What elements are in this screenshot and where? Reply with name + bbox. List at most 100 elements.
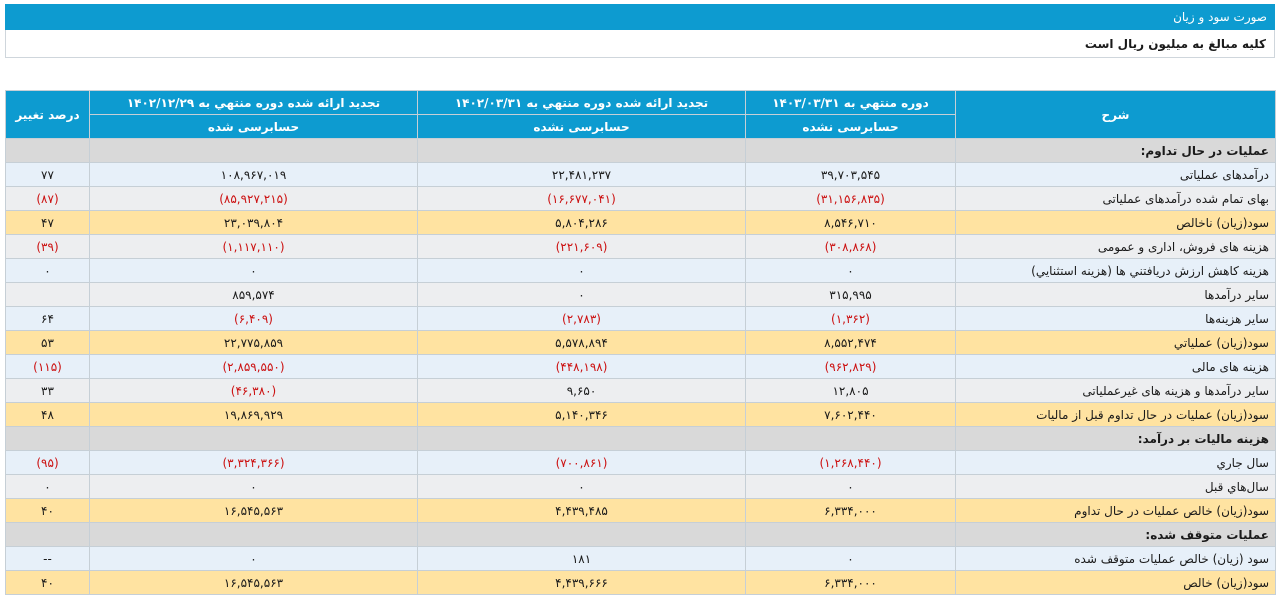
- cell-col3: ۱۰۸,۹۶۷,۰۱۹: [89, 162, 418, 187]
- cell-col2: ۹,۶۵۰: [417, 378, 746, 403]
- header-description: شرح: [955, 90, 1276, 139]
- row-label: عملیات در حال تداوم:: [955, 138, 1276, 163]
- table-row: سود(زيان) ناخالص ۸,۵۴۶,۷۱۰ ۵,۸۰۴,۲۸۶ ۲۳,۰۳۹…: [5, 210, 1276, 235]
- cell-col3: (۸۵,۹۲۷,۲۱۵): [89, 186, 418, 211]
- cell-col2: [417, 138, 746, 163]
- table-row: سال‌هاي قبل ۰ ۰ ۰ ۰: [5, 474, 1276, 499]
- unit-note-text: کلیه مبالغ به میلیون ریال است: [1084, 37, 1266, 51]
- cell-col1: ۶,۳۳۴,۰۰۰: [745, 498, 956, 523]
- cell-change: ۰: [5, 258, 90, 283]
- cell-col1: ۸,۵۵۲,۴۷۴: [745, 330, 956, 355]
- cell-col3: (۱,۱۱۷,۱۱۰): [89, 234, 418, 259]
- table-row: درآمدهای عملیاتی ۳۹,۷۰۳,۵۴۵ ۲۲,۴۸۱,۲۳۷ ۱۰۸,…: [5, 162, 1276, 187]
- cell-col2: ۰: [417, 282, 746, 307]
- cell-col1: ۳۱۵,۹۹۵: [745, 282, 956, 307]
- cell-col1: (۹۶۲,۸۲۹): [745, 354, 956, 379]
- cell-change: ۵۳: [5, 330, 90, 355]
- header-col2-audit: حسابرسی نشده: [417, 114, 746, 139]
- cell-col1: (۱,۳۶۲): [745, 306, 956, 331]
- row-label: عمليات متوقف شده:: [955, 522, 1276, 547]
- cell-col2: ۰: [417, 474, 746, 499]
- cell-change: [5, 522, 90, 547]
- cell-col2: (۴۴۸,۱۹۸): [417, 354, 746, 379]
- row-label: سایر هزینه‌ها: [955, 306, 1276, 331]
- cell-col1: ۷,۶۰۲,۴۴۰: [745, 402, 956, 427]
- cell-change: (۱۱۵): [5, 354, 90, 379]
- cell-change: ۷۷: [5, 162, 90, 187]
- row-label: هزينه های مالی: [955, 354, 1276, 379]
- header-col3-audit: حسابرسی شده: [89, 114, 418, 139]
- cell-col3: ۲۳,۰۳۹,۸۰۴: [89, 210, 418, 235]
- row-label: هزينه ماليات بر درآمد:: [955, 426, 1276, 451]
- cell-change: --: [5, 546, 90, 571]
- cell-col2: ۲۲,۴۸۱,۲۳۷: [417, 162, 746, 187]
- section-row: عمليات متوقف شده:: [5, 522, 1276, 547]
- row-label: ساير درآمدها: [955, 282, 1276, 307]
- report-unit-note: کلیه مبالغ به میلیون ریال است: [5, 30, 1275, 58]
- cell-col1: [745, 522, 956, 547]
- cell-col1: ۸,۵۴۶,۷۱۰: [745, 210, 956, 235]
- cell-change: ۳۳: [5, 378, 90, 403]
- cell-col3: (۳,۳۲۴,۳۶۶): [89, 450, 418, 475]
- cell-col3: (۴۶,۳۸۰): [89, 378, 418, 403]
- report-title: صورت سود و زیان: [1173, 10, 1267, 24]
- cell-col3: ۱۶,۵۴۵,۵۶۳: [89, 570, 418, 595]
- cell-col1: ۰: [745, 546, 956, 571]
- report-title-bar: صورت سود و زیان: [5, 4, 1275, 30]
- row-label: سود (زيان) خالص عمليات متوقف شده: [955, 546, 1276, 571]
- row-label: سال جاري: [955, 450, 1276, 475]
- cell-col1: [745, 138, 956, 163]
- row-label: سود(زيان) عمليات در حال تداوم قبل از مال…: [955, 402, 1276, 427]
- cell-change: ۶۴: [5, 306, 90, 331]
- table-row: بهاى تمام شده درآمدهای عملیاتی (۳۱,۱۵۶,۸۳…: [5, 186, 1276, 211]
- table-row: سال جاري (۱,۲۶۸,۴۴۰) (۷۰۰,۸۶۱) (۳,۳۲۴,۳۶۶)(…: [5, 450, 1276, 475]
- cell-change: ۰: [5, 474, 90, 499]
- cell-change: [5, 426, 90, 451]
- header-col1-period: دوره منتهي به ۱۴۰۳/۰۳/۳۱: [745, 90, 956, 115]
- header-col1-audit: حسابرسی نشده: [745, 114, 956, 139]
- table-row: سود (زيان) خالص عمليات متوقف شده ۰ ۱۸۱ ۰ --: [5, 546, 1276, 571]
- cell-col1: ۰: [745, 474, 956, 499]
- cell-col1: ۶,۳۳۴,۰۰۰: [745, 570, 956, 595]
- cell-col1: [745, 426, 956, 451]
- row-label: سود(زيان) خالص عمليات در حال تداوم: [955, 498, 1276, 523]
- cell-col2: (۲۲۱,۶۰۹): [417, 234, 746, 259]
- cell-col3: ۰: [89, 546, 418, 571]
- cell-col1: ۰: [745, 258, 956, 283]
- row-label: سود(زيان) عملياتي: [955, 330, 1276, 355]
- table-row: ساير درآمدها ۳۱۵,۹۹۵ ۰ ۸۵۹,۵۷۴: [5, 282, 1276, 307]
- cell-col1: ۳۹,۷۰۳,۵۴۵: [745, 162, 956, 187]
- table-row: هزينه های مالی (۹۶۲,۸۲۹) (۴۴۸,۱۹۸) (۲,۸۵۹,۵…: [5, 354, 1276, 379]
- cell-col3: ۸۵۹,۵۷۴: [89, 282, 418, 307]
- cell-change: ۴۷: [5, 210, 90, 235]
- section-row: هزينه ماليات بر درآمد:: [5, 426, 1276, 451]
- cell-col3: ۱۹,۸۶۹,۹۲۹: [89, 402, 418, 427]
- cell-col2: ۵,۸۰۴,۲۸۶: [417, 210, 746, 235]
- cell-col3: [89, 426, 418, 451]
- cell-change: (۸۷): [5, 186, 90, 211]
- cell-col3: [89, 522, 418, 547]
- table-row: سود(زيان) عملياتي ۸,۵۵۲,۴۷۴ ۵,۵۷۸,۸۹۴ ۲۲,۷۷…: [5, 330, 1276, 355]
- cell-col1: ۱۲,۸۰۵: [745, 378, 956, 403]
- row-label: سود(زيان) خالص: [955, 570, 1276, 595]
- cell-change: ۴۰: [5, 570, 90, 595]
- cell-col2: (۲,۷۸۳): [417, 306, 746, 331]
- table-row: سود(زيان) عمليات در حال تداوم قبل از مال…: [5, 402, 1276, 427]
- cell-col2: ۴,۴۳۹,۶۶۶: [417, 570, 746, 595]
- cell-col3: ۲۲,۷۷۵,۸۵۹: [89, 330, 418, 355]
- row-label: هزينه های فروش، اداری و عمومی: [955, 234, 1276, 259]
- table-row: سود(زيان) خالص عمليات در حال تداوم ۶,۳۳۴,…: [5, 498, 1276, 523]
- table-row: سود(زيان) خالص ۶,۳۳۴,۰۰۰ ۴,۴۳۹,۶۶۶ ۱۶,۵۴۵,۵…: [5, 570, 1276, 595]
- section-row: عملیات در حال تداوم:: [5, 138, 1276, 163]
- header-col3-period: تجديد ارائه شده دوره منتهي به ۱۴۰۲/۱۲/۲۹: [89, 90, 418, 115]
- cell-col2: (۱۶,۶۷۷,۰۴۱): [417, 186, 746, 211]
- cell-change: ۴۰: [5, 498, 90, 523]
- row-label: درآمدهای عملیاتی: [955, 162, 1276, 187]
- cell-change: (۳۹): [5, 234, 90, 259]
- row-label: بهاى تمام شده درآمدهای عملیاتی: [955, 186, 1276, 211]
- cell-col2: ۱۸۱: [417, 546, 746, 571]
- table-row: سایر هزینه‌ها (۱,۳۶۲) (۲,۷۸۳) (۶,۴۰۹) ۶۴: [5, 306, 1276, 331]
- table-row: هزينه کاهش ارزش دريافتني ها (هزينه استثن…: [5, 258, 1276, 283]
- cell-col1: (۱,۲۶۸,۴۴۰): [745, 450, 956, 475]
- header-change-percent: درصد تغيير: [5, 90, 90, 139]
